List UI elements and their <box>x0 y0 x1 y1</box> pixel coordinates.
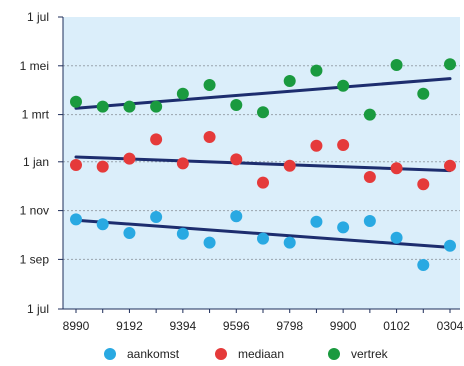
y-tick-label-2: 1 nov <box>20 204 49 218</box>
point-mediaan-14 <box>444 159 456 172</box>
point-aankomst-7 <box>257 232 269 245</box>
point-vertrek-2 <box>123 100 136 113</box>
point-aankomst-14 <box>444 239 456 252</box>
y-tick-label-1: 1 sep <box>20 252 50 266</box>
x-tick-label-4: 9798 <box>276 319 303 333</box>
legend-label-mediaan: mediaan <box>238 347 284 361</box>
x-tick-label-7: 0304 <box>437 319 464 333</box>
gridlines <box>58 16 460 313</box>
point-vertrek-8 <box>283 75 296 87</box>
point-aankomst-2 <box>123 227 136 239</box>
x-tick-label-5: 9900 <box>330 319 357 333</box>
point-aankomst-0 <box>70 213 82 226</box>
x-tick-label-6: 0102 <box>383 319 410 333</box>
point-vertrek-0 <box>70 95 82 108</box>
y-tick-label-6: 1 jul <box>27 10 49 24</box>
point-vertrek-10 <box>337 79 350 92</box>
y-tick-label-4: 1 mrt <box>22 108 50 122</box>
point-aankomst-13 <box>417 259 430 271</box>
legend-label-aankomst: aankomst <box>127 347 180 361</box>
point-mediaan-11 <box>363 171 376 183</box>
point-aankomst-9 <box>310 215 323 228</box>
point-aankomst-5 <box>203 236 216 249</box>
point-vertrek-12 <box>390 59 403 71</box>
point-vertrek-5 <box>203 79 216 91</box>
trend-line-mediaan <box>74 155 452 173</box>
data-points <box>70 58 456 271</box>
point-mediaan-9 <box>310 139 323 152</box>
x-tick-label-2: 9394 <box>170 319 197 333</box>
point-mediaan-8 <box>283 159 296 172</box>
point-aankomst-6 <box>230 210 243 223</box>
point-aankomst-3 <box>150 211 163 223</box>
point-vertrek-7 <box>257 106 269 119</box>
point-mediaan-4 <box>176 157 189 170</box>
legend: aankomst mediaan vertrek <box>104 347 389 361</box>
point-mediaan-6 <box>230 153 243 166</box>
point-vertrek-14 <box>444 58 456 71</box>
point-mediaan-2 <box>123 152 136 165</box>
y-tick-label-0: 1 jul <box>27 302 49 316</box>
point-aankomst-11 <box>363 215 376 227</box>
legend-label-vertrek: vertrek <box>351 347 389 361</box>
point-mediaan-1 <box>96 160 109 173</box>
point-mediaan-0 <box>70 159 82 171</box>
x-tick-label-1: 9192 <box>116 319 143 333</box>
point-aankomst-12 <box>390 231 403 244</box>
legend-marker-vertrek <box>328 348 340 360</box>
point-aankomst-4 <box>176 227 189 240</box>
point-aankomst-10 <box>337 221 350 234</box>
legend-marker-mediaan <box>215 348 227 360</box>
point-mediaan-7 <box>257 176 269 189</box>
trend-line-vertrek <box>74 77 452 110</box>
point-vertrek-6 <box>230 99 243 111</box>
y-tick-label-3: 1 jan <box>23 155 49 169</box>
x-tick-labels: 8990 9192 9394 9596 9798 9900 0102 0304 <box>63 319 464 333</box>
y-tick-labels: 1 jul 1 sep 1 nov 1 jan 1 mrt 1 mei 1 jul <box>20 10 50 316</box>
point-vertrek-11 <box>363 108 376 121</box>
point-vertrek-9 <box>310 64 323 77</box>
legend-marker-aankomst <box>104 348 116 360</box>
point-vertrek-4 <box>176 87 189 100</box>
point-vertrek-1 <box>96 100 109 113</box>
point-vertrek-13 <box>417 87 430 100</box>
x-tick-label-0: 8990 <box>63 319 90 333</box>
point-aankomst-1 <box>96 218 109 231</box>
point-mediaan-12 <box>390 162 403 175</box>
point-mediaan-3 <box>150 133 163 146</box>
point-vertrek-3 <box>150 100 163 113</box>
point-mediaan-5 <box>203 131 216 143</box>
x-tick-label-3: 9596 <box>223 319 250 333</box>
y-tick-label-5: 1 mei <box>20 59 49 73</box>
point-mediaan-13 <box>417 178 430 191</box>
point-aankomst-8 <box>283 236 296 249</box>
point-mediaan-10 <box>337 139 350 151</box>
